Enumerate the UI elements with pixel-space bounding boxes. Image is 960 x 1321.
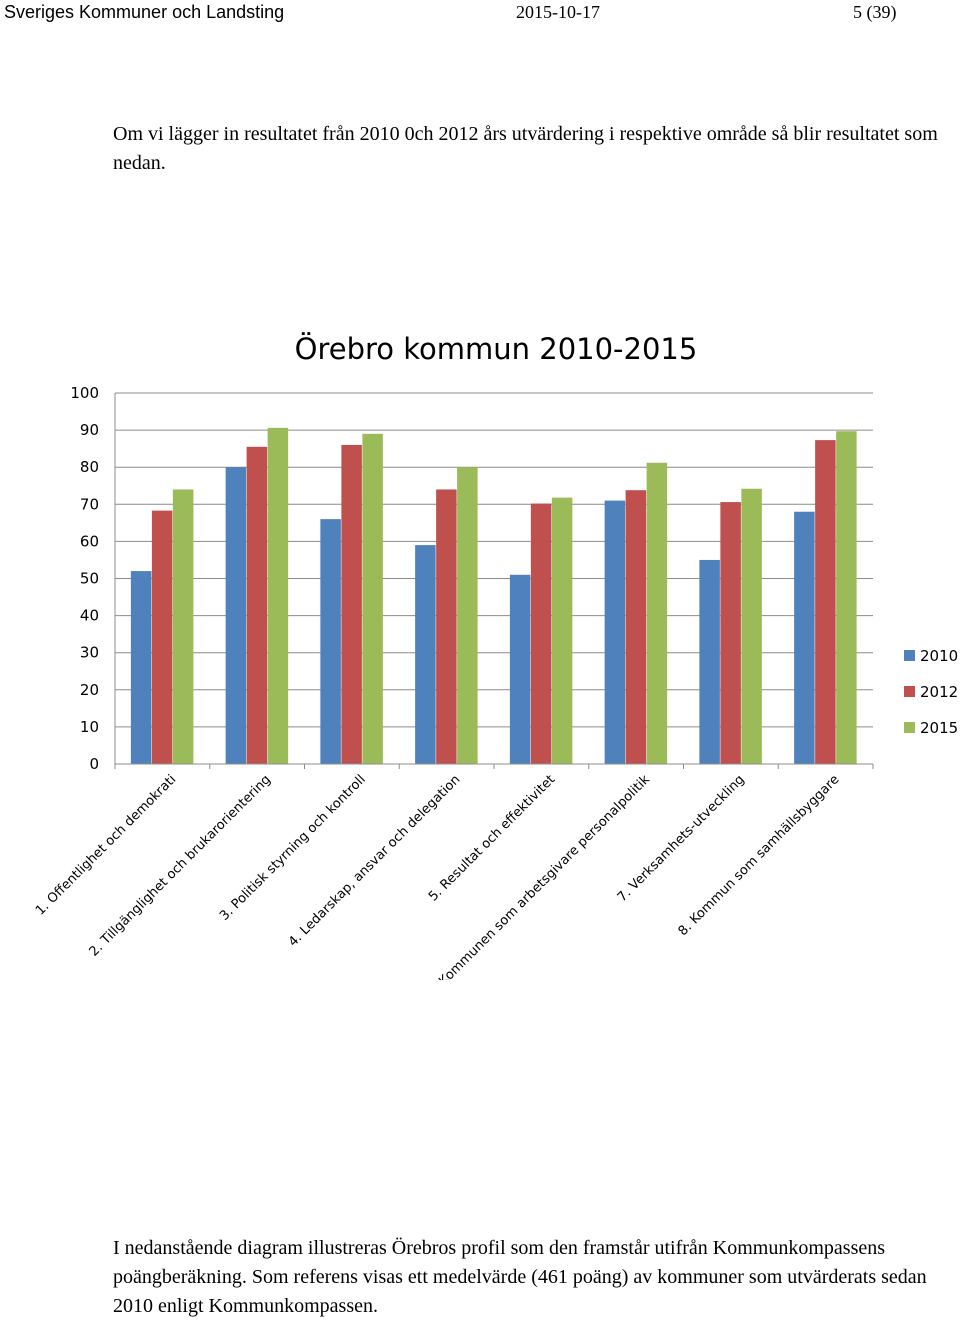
- y-tick-label: 0: [89, 755, 99, 773]
- body-paragraph: I nedanstående diagram illustreras Örebr…: [113, 1237, 927, 1317]
- y-tick-label: 100: [70, 384, 99, 402]
- y-tick-label: 50: [80, 570, 99, 588]
- y-tick-label: 20: [80, 681, 99, 699]
- bar-2015-3: [362, 433, 383, 764]
- legend-label-2012: 2012: [920, 683, 958, 701]
- bar-2010-3: [320, 519, 341, 764]
- y-tick-label: 90: [80, 421, 99, 439]
- bars: [130, 427, 857, 764]
- bar-2010-7: [699, 559, 720, 764]
- legend-swatch-2010: [904, 650, 915, 661]
- y-tick-label: 30: [80, 644, 99, 662]
- bar-2012-4: [436, 489, 457, 764]
- intro-paragraph: Om vi lägger in resultatet från 2010 0ch…: [113, 123, 938, 174]
- header-organization: Sveriges Kommuner och Landsting: [4, 2, 285, 22]
- chart-title: Örebro kommun 2010-2015: [295, 332, 698, 366]
- bar-2012-1: [151, 510, 173, 764]
- bar-2010-6: [604, 500, 626, 764]
- y-tick-label: 60: [80, 532, 99, 550]
- bar-2015-1: [172, 489, 194, 764]
- bar-2015-5: [551, 497, 573, 764]
- bar-2015-4: [457, 467, 478, 764]
- header-page-number: 5 (39): [853, 2, 897, 22]
- category-label-8: 8. Kommun som samhällsbyggare: [676, 772, 843, 939]
- bar-chart: Örebro kommun 2010-2015 0 10 20 30 40 50 60 70 8…: [33, 332, 958, 980]
- bar-2012-5: [530, 503, 552, 764]
- bar-2012-7: [720, 502, 741, 764]
- y-tick-label: 80: [80, 458, 99, 476]
- header-date: 2015-10-17: [516, 2, 600, 22]
- bar-2010-5: [509, 574, 531, 764]
- bar-2015-6: [646, 462, 668, 764]
- legend-label-2010: 2010: [920, 647, 958, 665]
- y-tick-label: 70: [80, 495, 99, 513]
- legend-swatch-2012: [904, 686, 915, 697]
- bar-2012-8: [815, 440, 836, 764]
- category-label-2: 2. Tillgänglighet och brukarorientering: [87, 772, 274, 959]
- bar-2010-4: [415, 545, 436, 764]
- bar-2012-3: [341, 444, 362, 764]
- y-tick-label: 10: [80, 718, 99, 736]
- category-label-4: 4. Ledarskap, ansvar och delegation: [286, 772, 464, 950]
- y-tick-label: 40: [80, 607, 99, 625]
- bar-2010-1: [130, 571, 152, 764]
- bar-2012-2: [246, 446, 268, 764]
- legend: 2010 2012 2015: [904, 647, 958, 737]
- bar-2015-2: [267, 427, 289, 764]
- bar-2010-2: [225, 467, 247, 764]
- bar-2010-8: [794, 511, 815, 764]
- legend-swatch-2015: [904, 722, 915, 733]
- bar-2015-7: [741, 488, 762, 764]
- legend-label-2015: 2015: [920, 719, 958, 737]
- bar-2012-6: [625, 490, 647, 764]
- bar-2015-8: [836, 431, 857, 764]
